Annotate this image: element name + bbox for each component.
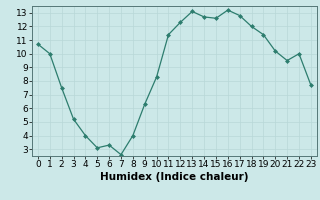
- X-axis label: Humidex (Indice chaleur): Humidex (Indice chaleur): [100, 172, 249, 182]
